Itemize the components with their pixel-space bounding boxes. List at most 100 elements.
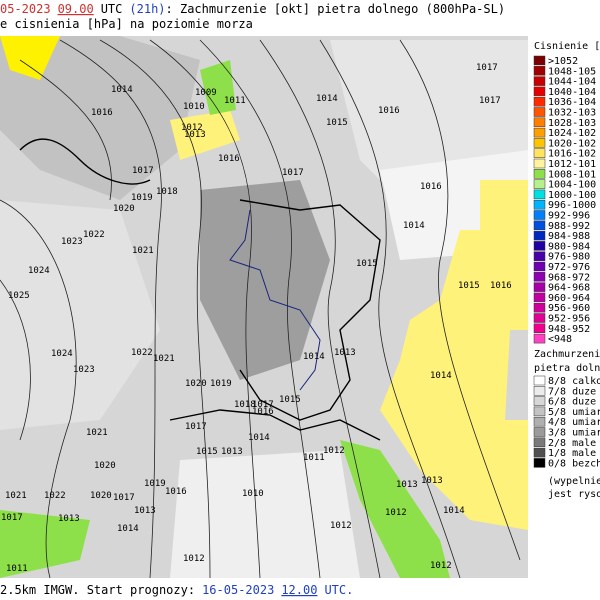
legend-title: Cisnienie [hP — [534, 41, 600, 52]
legend-note: (wypelnieni — [548, 476, 600, 487]
legend-label: 1016-102 — [548, 149, 596, 160]
isobar-label: 1013 — [221, 447, 243, 457]
isobar-label: 1012 — [183, 554, 205, 564]
coastline — [169, 409, 381, 441]
isobar-label: 1012 — [323, 446, 345, 456]
isobar-label: 1013 — [334, 348, 356, 358]
cloud-area — [0, 200, 160, 430]
legend-swatch — [533, 333, 546, 344]
legend-swatch — [533, 272, 546, 282]
legend-label: 956-960 — [548, 303, 590, 314]
footer-prefix: 2.5km IMGW. Start prognozy: — [0, 583, 195, 597]
isobar-label: 1019 — [144, 479, 166, 489]
legend-label: 968-972 — [548, 272, 590, 283]
legend-swatch — [533, 292, 546, 303]
isobar-label: 1022 — [131, 348, 153, 358]
isobar-label: 1013 — [134, 506, 156, 516]
isobar-label: 1017 — [282, 168, 304, 178]
isobar-label: 1017 — [479, 96, 501, 106]
legend-swatch — [533, 313, 546, 323]
isobar-label: 1011 — [224, 96, 246, 106]
isobar-label: 1015 — [326, 118, 348, 128]
legend-label: 1048-105 — [548, 66, 596, 77]
yellow-area — [480, 180, 528, 235]
legend-label: 1024-102 — [548, 128, 596, 139]
legend-swatch — [533, 189, 546, 200]
isobar-label: 1014 — [403, 221, 425, 231]
legend-label: 988-992 — [548, 221, 590, 232]
isobar-label: 1019 — [131, 193, 153, 203]
legend-swatch — [533, 261, 546, 272]
isobar-label: 1016 — [218, 154, 240, 164]
isobar — [319, 39, 461, 579]
isobar-label: 1023 — [73, 365, 95, 375]
isobar-label: 1019 — [210, 379, 232, 389]
legend-swatch — [533, 302, 546, 313]
legend-swatch — [533, 199, 546, 210]
isobar-label: 1021 — [153, 354, 175, 364]
legend-swatch — [533, 230, 546, 241]
footer-utc: UTC. — [324, 583, 353, 597]
isobar-label: 1021 — [86, 428, 108, 438]
header-utc: UTC — [101, 2, 123, 16]
legend-swatch — [533, 220, 546, 231]
isobar-label: 1014 — [303, 352, 325, 362]
isobar-label: 1022 — [83, 230, 105, 240]
isobar-label: 1025 — [8, 291, 30, 301]
legend-label: <948 — [548, 334, 572, 345]
isobar-label: 1013 — [58, 514, 80, 524]
legend-swatch — [533, 447, 546, 458]
green-area — [340, 440, 450, 578]
isobar-label: 1012 — [181, 123, 203, 133]
isobar-label: 1017 — [252, 400, 274, 410]
isobar-label: 1015 — [196, 447, 218, 457]
isobar — [59, 39, 162, 579]
legend-swatch — [533, 127, 546, 138]
header-title: : Zachmurzenie [okt] pietra dolnego (800… — [166, 2, 506, 16]
legend-swatch — [533, 437, 546, 448]
isobar-label: 1016 — [165, 487, 187, 497]
legend-label: 976-980 — [548, 252, 590, 263]
legend-label: 1020-102 — [548, 138, 596, 149]
legend-label: 952-956 — [548, 314, 590, 325]
isobar-label: 1011 — [303, 453, 325, 463]
isobar-label: 1010 — [242, 489, 264, 499]
isobar-label: 1012 — [430, 561, 452, 571]
legend-label: 1036-104 — [548, 97, 596, 108]
isobar — [199, 39, 321, 579]
legend-swatch — [533, 148, 546, 158]
border — [239, 199, 381, 421]
isobar-label: 1020 — [94, 461, 116, 471]
isobar-label: 1013 — [184, 130, 206, 140]
legend-label: 1028-103 — [548, 118, 596, 129]
isobar-label: 1014 — [430, 371, 452, 381]
legend-label: 2/8 male — [548, 438, 596, 449]
footer: 2.5km IMGW. Start prognozy: 16-05-2023 12.… — [0, 583, 353, 597]
header-subtitle: e cisnienia [hPa] na poziomie morza — [0, 17, 253, 31]
isobar-label: 1023 — [61, 237, 83, 247]
legend-label: 1044-104 — [548, 77, 596, 88]
isobar-label: 1014 — [316, 94, 338, 104]
legend-swatch — [533, 396, 546, 406]
legend-label: 1004-100 — [548, 180, 596, 191]
isobar-label: 1018 — [156, 187, 178, 197]
isobar-label: 1013 — [421, 476, 443, 486]
legend: Cisnienie [hP Zachmurzenie pietra dolneg… — [533, 41, 600, 500]
footer-time: 12.00 — [281, 583, 317, 597]
isobar-label: 1010 — [183, 102, 205, 112]
legend-label: 0/8 bezch — [548, 458, 600, 469]
legend-swatch — [533, 66, 546, 76]
isobar-label: 1020 — [113, 204, 135, 214]
legend-swatch — [533, 458, 546, 468]
legend-label: 1008-101 — [548, 169, 596, 180]
isobar — [0, 199, 77, 579]
legend-label: 1/8 male — [548, 448, 596, 459]
header-time: 09.00 — [58, 2, 94, 16]
isobar-label: 1012 — [385, 508, 407, 518]
legend-label: 5/8 umiar — [548, 407, 600, 418]
isobar — [149, 39, 261, 579]
isobar-label: 1024 — [51, 349, 73, 359]
legend-swatch — [533, 375, 546, 386]
legend-label: 984-988 — [548, 231, 590, 242]
